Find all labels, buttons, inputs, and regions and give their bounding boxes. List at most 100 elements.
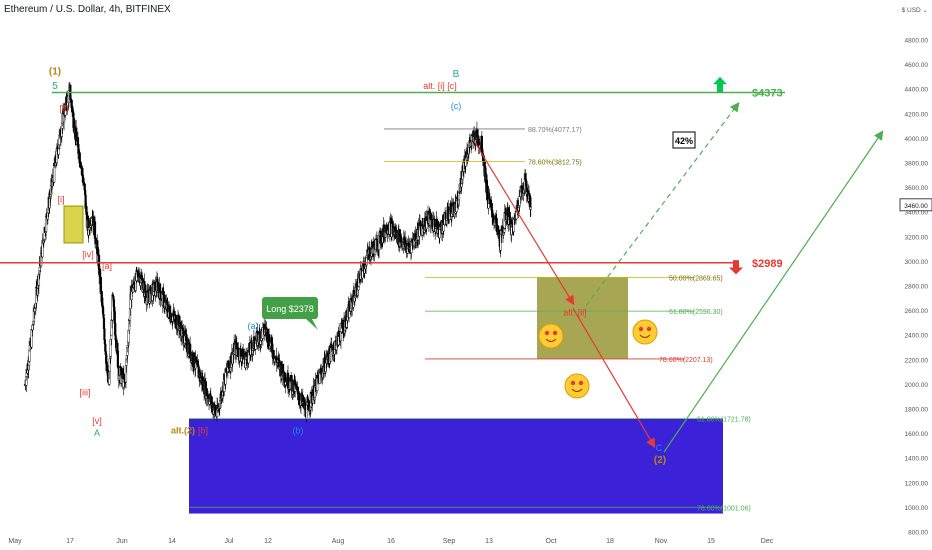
smiley-eye bbox=[544, 330, 550, 336]
smiley-eye bbox=[638, 326, 644, 332]
zones-layer bbox=[63, 205, 723, 514]
wave-B-label: B bbox=[453, 69, 460, 80]
wave-i-label: [i] bbox=[57, 194, 64, 204]
fib-label: 61.80%(2596.30) bbox=[669, 309, 723, 316]
wave-1-label: (1) bbox=[49, 66, 61, 77]
long-callout: Long $2378 bbox=[262, 297, 318, 330]
y-tick-label: 4800.00 bbox=[905, 38, 929, 45]
wave-a-bracket-label: [a] bbox=[102, 261, 112, 271]
alt-wave-2-label: alt.(2) bbox=[171, 426, 195, 436]
up-arrow-icon bbox=[713, 76, 727, 93]
candle-body bbox=[438, 229, 441, 239]
alt-wave-i-c-label: alt. [i] [c] bbox=[423, 81, 457, 91]
x-tick-label: 17 bbox=[66, 538, 74, 545]
x-tick-label: Sep bbox=[443, 538, 456, 545]
smiley-face bbox=[632, 319, 658, 345]
smiley-eye bbox=[552, 330, 558, 336]
candle-body bbox=[93, 221, 97, 239]
projection-paths bbox=[473, 76, 884, 453]
x-tick-label: 12 bbox=[264, 538, 272, 545]
percent-box: 42% bbox=[672, 131, 696, 149]
candle-body bbox=[116, 342, 119, 352]
wave-a-paren-label: (a) bbox=[248, 321, 259, 331]
y-tick-label: 3400.00 bbox=[905, 210, 929, 217]
candle-body bbox=[528, 195, 531, 198]
x-axis[interactable]: May 17 Jun 14 Jul 12 Aug 16 Sep 13 Oct 18 Nov 15 Dec bbox=[8, 538, 773, 545]
green-dashed-path bbox=[585, 102, 740, 307]
y-axis[interactable]: $ USD ⌄ 4800.00 4600.00 4400.00 4200.00 4000.… bbox=[895, 0, 932, 550]
y-tick-label: 3000.00 bbox=[905, 259, 929, 266]
y-tick-label: 4400.00 bbox=[905, 87, 929, 94]
y-tick-label: 3200.00 bbox=[905, 234, 929, 241]
y-tick-label: 3800.00 bbox=[905, 161, 929, 168]
smiley-mouth bbox=[571, 388, 583, 392]
smiley-icon bbox=[632, 319, 658, 345]
y-axis-unit: $ USD ⌄ bbox=[902, 7, 928, 14]
smiley-mouth bbox=[545, 338, 557, 342]
fib-label: 78.60%(3812.75) bbox=[528, 159, 582, 166]
wave-b-paren-label: (b) bbox=[293, 426, 304, 436]
smiley-mouth bbox=[639, 334, 651, 338]
x-tick-label: Jul bbox=[225, 538, 234, 545]
y-tick-label: 1400.00 bbox=[905, 456, 929, 463]
x-tick-label: Oct bbox=[546, 538, 557, 545]
fib-label: 50.00%(2869.65) bbox=[669, 275, 723, 282]
x-tick-label: 14 bbox=[168, 538, 176, 545]
y-tick-label: 1800.00 bbox=[905, 407, 929, 414]
wave-A-label: A bbox=[94, 428, 100, 438]
down-arrow-icon bbox=[729, 260, 743, 275]
y-tick-label: 1600.00 bbox=[905, 431, 929, 438]
y-tick-label: 2400.00 bbox=[905, 333, 929, 340]
red-path-2 bbox=[572, 307, 656, 448]
x-tick-label: Nov bbox=[655, 538, 668, 545]
x-tick-label: Aug bbox=[332, 538, 345, 545]
wave-iv-label: [iv] bbox=[82, 250, 94, 260]
y-tick-label: 2200.00 bbox=[905, 357, 929, 364]
level-label: $2989 bbox=[752, 258, 783, 270]
candle-body bbox=[84, 189, 87, 196]
small-yellow-zone bbox=[63, 205, 84, 244]
fib-label: 88.70%(4077.17) bbox=[528, 127, 582, 134]
wave-2-label: (2) bbox=[654, 455, 666, 466]
y-tick-label: 1000.00 bbox=[905, 505, 929, 512]
wave-c-paren-label: (c) bbox=[451, 101, 462, 111]
y-tick-label: 3600.00 bbox=[905, 185, 929, 192]
y-tick-label: 2800.00 bbox=[905, 284, 929, 291]
fib-label: 78.60%(2207.13) bbox=[659, 357, 713, 364]
x-tick-label: Dec bbox=[761, 538, 774, 545]
candle-body bbox=[57, 148, 60, 155]
y-tick-label: 4000.00 bbox=[905, 136, 929, 143]
target-zone-blue bbox=[189, 418, 723, 514]
smiley-face bbox=[564, 373, 590, 399]
candle-body bbox=[103, 328, 106, 340]
percent-box-frame bbox=[672, 131, 696, 149]
wave-C-label: C bbox=[656, 443, 663, 453]
y-tick-label: 1200.00 bbox=[905, 480, 929, 487]
wave-v-label: [v] bbox=[92, 416, 102, 426]
wave-ii-label: [ii] bbox=[60, 103, 69, 113]
smiley-eye bbox=[578, 380, 584, 386]
candles-layer bbox=[23, 82, 532, 424]
y-tick-label: 2000.00 bbox=[905, 382, 929, 389]
current-price-label: 3460.00 bbox=[904, 203, 928, 210]
x-tick-label: 15 bbox=[707, 538, 715, 545]
smiley-eye bbox=[646, 326, 652, 332]
y-tick-label: 800.00 bbox=[908, 530, 928, 537]
long-callout-box bbox=[262, 297, 318, 319]
x-tick-label: 16 bbox=[387, 538, 395, 545]
smiley-icon bbox=[564, 373, 590, 399]
x-tick-label: Jun bbox=[116, 538, 127, 545]
fib-label: 61.80%(1721.78) bbox=[697, 417, 751, 424]
current-price-tag bbox=[899, 198, 932, 212]
red-path-1 bbox=[473, 140, 575, 306]
y-tick-label: 4200.00 bbox=[905, 111, 929, 118]
level-label: $4373 bbox=[752, 88, 783, 100]
candle-body bbox=[104, 343, 107, 352]
y-tick-label: 4600.00 bbox=[905, 62, 929, 69]
wave-b-bracket-label: [b] bbox=[198, 426, 208, 436]
percent-box-text: 42% bbox=[675, 136, 693, 146]
y-tick-label: 2600.00 bbox=[905, 308, 929, 315]
candle-body bbox=[116, 350, 120, 368]
levels-layer: $4373 88.70%(4077.17) 78.60%(3812.75) $2989… bbox=[0, 88, 785, 512]
